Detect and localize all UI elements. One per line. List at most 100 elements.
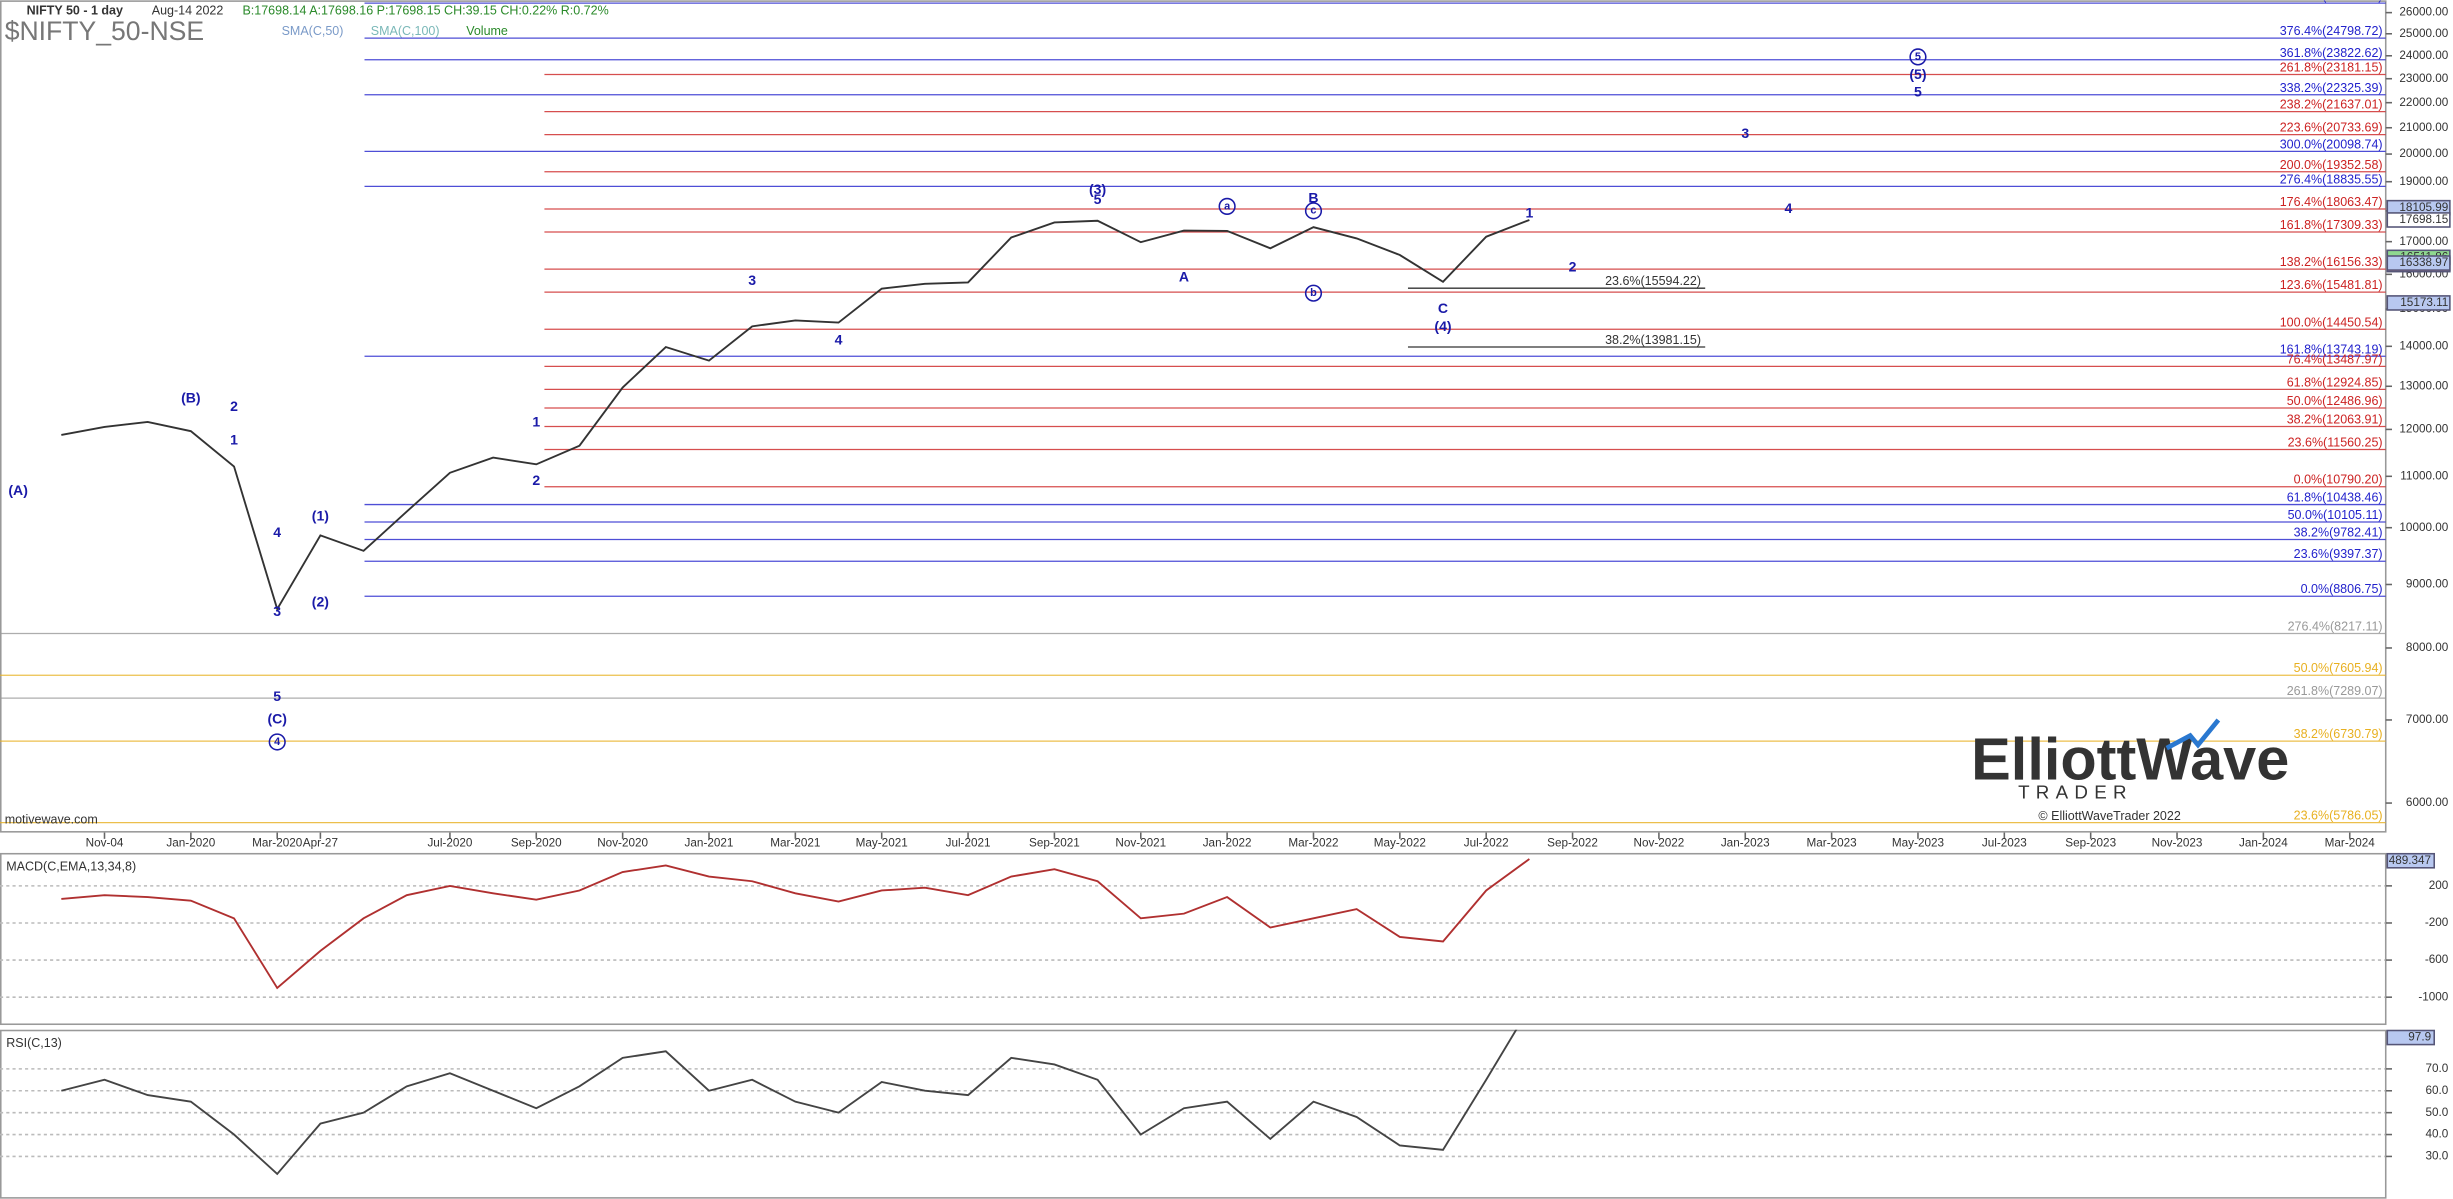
price-line	[61, 219, 1530, 612]
price-tag	[2386, 255, 2451, 271]
wave-label: 4	[835, 331, 843, 347]
wave-label: 3	[748, 272, 756, 288]
fib-label: 23.6%(5786.05)	[2294, 809, 2383, 823]
x-tick-label: Mar-2022	[1288, 837, 1338, 850]
fib-label: 76.4%(13487.97)	[2287, 352, 2383, 366]
y-tick-label: 20000.00	[2399, 147, 2448, 160]
y-tick-label: 23000.00	[2399, 72, 2448, 85]
x-tick-label: Sep-2021	[1029, 837, 1080, 850]
retrace-label: 23.6%(15594.22)	[1605, 274, 1701, 288]
x-tick-label: Mar-2020	[252, 837, 303, 850]
wave-label: 5	[1094, 191, 1102, 207]
y-tick-label: 7000.00	[2406, 713, 2449, 726]
x-tick-label: Sep-2022	[1547, 837, 1598, 850]
wave-label: (1)	[312, 508, 329, 524]
fib-label: 23.6%(9397.37)	[2294, 547, 2383, 561]
fib-label: 338.2%(22325.39)	[2280, 81, 2383, 95]
wave-label: 4	[274, 736, 281, 748]
price-tag-label: 16338.97	[2399, 256, 2448, 269]
wave-circle	[1304, 202, 1323, 220]
y-tick-label: 26000.00	[2399, 6, 2448, 19]
wave-label: (4)	[1434, 318, 1451, 334]
study: SMA(C,100)	[371, 24, 440, 38]
fib-label: 376.4%(24798.72)	[2280, 24, 2383, 38]
y-tick-label: 200	[2429, 879, 2449, 892]
axes: 6000.007000.008000.009000.0010000.001100…	[6, 6, 2451, 1163]
wave-label: c	[1310, 205, 1316, 217]
retrace-label: 38.2%(13981.15)	[1605, 333, 1701, 347]
last-value-label: 489.347	[2389, 854, 2431, 867]
wave-label: 1	[1525, 205, 1533, 221]
fib-label: 38.2%(6730.79)	[2294, 727, 2383, 741]
wave-circle	[268, 733, 286, 751]
y-tick-label: 30.0	[2425, 1150, 2448, 1163]
logo-wave	[2165, 718, 2221, 751]
fib-label: 261.8%(23181.15)	[2280, 61, 2383, 75]
wave-label: (A)	[8, 482, 28, 498]
fib-label: 223.6%(20733.69)	[2280, 121, 2383, 135]
y-tick-label: 6000.00	[2406, 796, 2449, 809]
fib-label: 161.8%(17309.33)	[2280, 218, 2383, 232]
fib-label: 23.6%(11560.25)	[2288, 436, 2383, 450]
fib-label: 50.0%(12486.96)	[2287, 394, 2383, 408]
price-tag	[2386, 295, 2451, 311]
wave-label: 1	[230, 431, 238, 447]
y-tick-label: 24000.00	[2399, 49, 2448, 62]
fib-label: 276.4%(8217.11)	[2288, 620, 2383, 634]
wave-label: 4	[273, 524, 281, 540]
wave-label: 3	[1741, 125, 1749, 141]
x-tick-label: Jul-2023	[1982, 837, 2027, 850]
y-tick-label: 13000.00	[2399, 379, 2448, 392]
x-tick-label: Jan-2020	[166, 837, 215, 850]
x-tick-label: Jul-2021	[946, 837, 991, 850]
y-tick-label: 22000.00	[2399, 96, 2448, 109]
price-panel	[0, 0, 2387, 833]
fib-label: 38.2%(12063.91)	[2287, 413, 2383, 427]
rsi-panel	[0, 1029, 2387, 1199]
last-value-tag	[2386, 1029, 2436, 1046]
fib-label: 261.8%(7289.07)	[2287, 684, 2383, 698]
fib-label: 0.0%(10790.20)	[2294, 473, 2383, 487]
x-tick-label: May-2021	[856, 837, 908, 850]
price-plot: 400.0%(26461.82) 376.4%(24798.72) 361.8%(2…	[0, 0, 2386, 824]
x-tick-label: May-2022	[1374, 837, 1426, 850]
fib-label: 61.8%(12924.85)	[2287, 375, 2383, 389]
y-tick-label: 10000.00	[2399, 521, 2448, 534]
wave-label: 3	[273, 603, 281, 619]
y-tick-label: 21000.00	[2399, 121, 2448, 134]
x-tick-label: Nov-2021	[1115, 837, 1166, 850]
fib-label: 50.0%(10105.11)	[2288, 508, 2383, 522]
price-tag	[2386, 212, 2451, 228]
fib-label: 38.2%(9782.41)	[2294, 526, 2383, 540]
y-tick-label: 40.0	[2425, 1128, 2448, 1141]
y-tick-label: 9000.00	[2406, 578, 2449, 591]
fib-label: 61.8%(10438.46)	[2287, 491, 2383, 505]
wave-label: 5	[1915, 51, 1921, 63]
x-tick-label: Jan-2023	[1721, 837, 1770, 850]
price-line	[61, 858, 1530, 990]
price-tag-label: 17698.15	[2399, 213, 2448, 226]
study: SMA(C,50)	[282, 24, 344, 38]
logo-sub: TRADER	[2018, 781, 2133, 802]
copyright: © ElliottWaveTrader 2022	[2038, 809, 2180, 823]
y-tick-label: 17000.00	[2399, 235, 2448, 248]
wave-label: 2	[230, 398, 238, 414]
wave-circle	[1304, 284, 1323, 302]
y-tick-label: -600	[2425, 953, 2449, 966]
price-tag-label: 18105.99	[2399, 201, 2448, 214]
y-tick-label: 12000.00	[2399, 423, 2448, 436]
price-line	[61, 1029, 1518, 1176]
y-tick-label: 70.0	[2425, 1062, 2448, 1075]
wave-circle	[1218, 197, 1236, 215]
fib-label: 276.4%(18835.55)	[2280, 172, 2383, 186]
x-tick-label: Mar-2024	[2325, 837, 2376, 850]
last-value-tag	[2386, 852, 2436, 869]
fib-label: 138.2%(16156.33)	[2280, 255, 2383, 269]
panel-title: RSI(C,13)	[6, 1036, 62, 1050]
logo: ElliottWave	[1971, 725, 2289, 792]
y-tick-label: 14000.00	[2399, 339, 2448, 352]
symbol: $NIFTY_50-NSE	[5, 16, 204, 46]
fib-label: 161.8%(13743.19)	[2280, 342, 2383, 356]
x-tick-label: May-2023	[1892, 837, 1944, 850]
